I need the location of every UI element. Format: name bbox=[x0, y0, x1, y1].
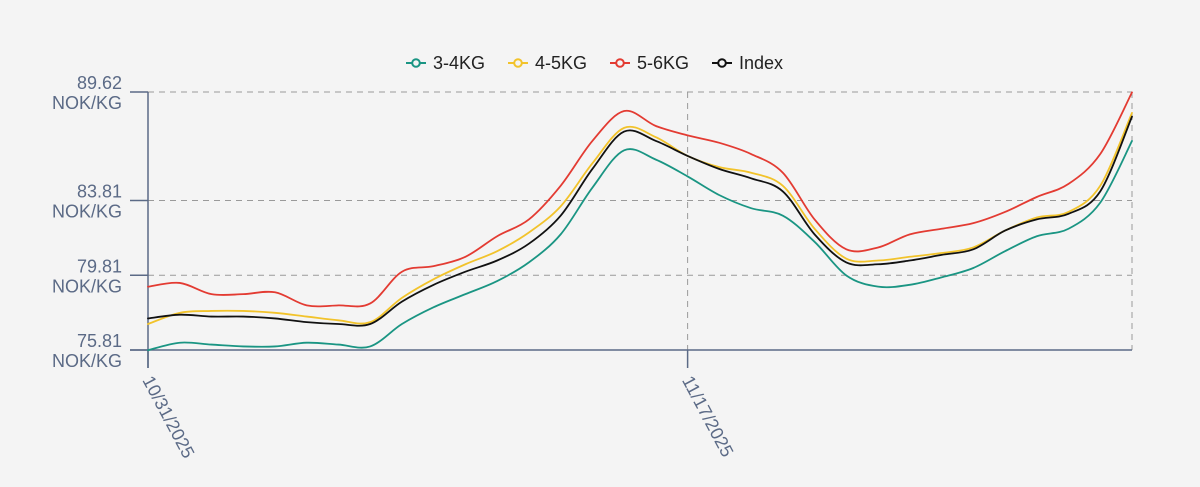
legend-label-3-4kg: 3-4KG bbox=[433, 53, 485, 73]
legend-item-5-6kg[interactable]: 5-6KG bbox=[610, 53, 689, 73]
legend-item-index[interactable]: Index bbox=[712, 53, 783, 73]
axes: 75.81NOK/KG79.81NOK/KG83.81NOK/KG89.62NO… bbox=[52, 73, 1132, 461]
series-line-4-5kg bbox=[147, 112, 1133, 325]
y-tick-label-0: 75.81 bbox=[77, 331, 122, 351]
x-tick-label-1: 11/17/2025 bbox=[678, 372, 737, 460]
legend-marker-index bbox=[717, 58, 727, 68]
series-lines bbox=[147, 91, 1133, 352]
series-line-3-4kg bbox=[147, 140, 1133, 352]
legend-marker-4-5kg bbox=[513, 58, 523, 68]
legend-marker-5-6kg bbox=[615, 58, 625, 68]
y-tick-unit-2: NOK/KG bbox=[52, 202, 122, 222]
legend-item-4-5kg[interactable]: 4-5KG bbox=[508, 53, 587, 73]
y-tick-unit-3: NOK/KG bbox=[52, 93, 122, 113]
legend-label-4-5kg: 4-5KG bbox=[535, 53, 587, 73]
y-tick-label-1: 79.81 bbox=[77, 256, 122, 276]
y-tick-label-3: 89.62 bbox=[77, 73, 122, 93]
grid bbox=[148, 91, 1133, 350]
x-tick-label-0: 10/31/2025 bbox=[138, 372, 198, 461]
series-line-index bbox=[147, 115, 1133, 327]
y-tick-unit-1: NOK/KG bbox=[52, 276, 122, 296]
legend-marker-3-4kg bbox=[411, 58, 421, 68]
series-line-5-6kg bbox=[147, 91, 1133, 308]
y-tick-label-2: 83.81 bbox=[77, 182, 122, 202]
y-tick-unit-0: NOK/KG bbox=[52, 351, 122, 371]
legend-label-index: Index bbox=[739, 53, 783, 73]
legend-item-3-4kg[interactable]: 3-4KG bbox=[406, 53, 485, 73]
legend-label-5-6kg: 5-6KG bbox=[637, 53, 689, 73]
legend: 3-4KG 4-5KG 5-6KG Index bbox=[406, 53, 783, 73]
